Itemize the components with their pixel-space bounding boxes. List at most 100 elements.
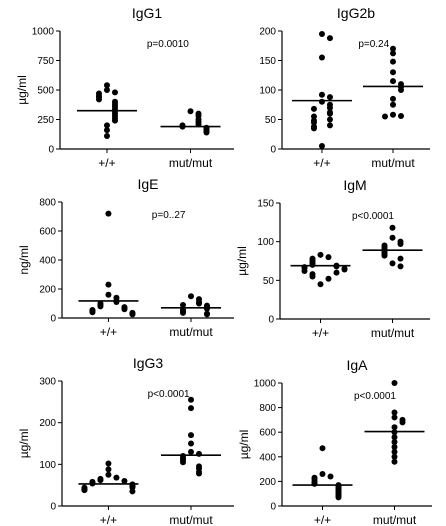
data-point (309, 273, 316, 280)
x-tick-label: +/+ (314, 513, 331, 526)
panel-igg1: 0 250 500 750 1000 IgG1 µg/ml p=0.0010 +/+ mut/mu… (15, 5, 234, 170)
p-value-annotation: p<0.0001 (352, 211, 394, 222)
panel-igg3: 0 100 200 300 IgG3 µg/ml p<0.0001 +/+ mut/mut (17, 355, 234, 526)
data-point (335, 494, 342, 501)
data-point (105, 291, 112, 298)
data-point (129, 488, 136, 495)
y-tick-label: 150 (259, 56, 276, 67)
data-point (111, 117, 118, 124)
y-tick-label: 0 (268, 315, 274, 326)
data-point (390, 95, 396, 102)
data-point (381, 252, 388, 259)
panel-ige: 0 200 400 600 800 IgE ng/ml p=0..27 +/+ mut/mut (17, 176, 234, 339)
x-tick-label: +/+ (100, 513, 117, 526)
data-point (318, 54, 325, 61)
panel-igg2b: 0 50 100 150 200 IgG2b p=0.24 +/+ mut/mut (259, 5, 430, 170)
data-point (319, 445, 326, 452)
panel-title: IgE (137, 176, 158, 192)
data-point (341, 266, 348, 273)
data-point (318, 91, 325, 98)
x-tick-label: mut/mut (371, 326, 415, 340)
data-point (188, 432, 194, 439)
panel-title: IgG1 (132, 5, 163, 21)
data-point (188, 440, 194, 447)
data-point (326, 110, 333, 117)
x-tick-label: mut/mut (373, 513, 417, 526)
data-point (310, 119, 317, 126)
data-point (121, 306, 128, 313)
data-point (105, 471, 112, 478)
data-point (113, 474, 120, 481)
data-point (97, 477, 104, 484)
data-point (318, 143, 325, 150)
data-point (390, 58, 396, 65)
y-tick-label: 50 (263, 276, 275, 287)
data-point (103, 87, 110, 93)
y-tick-label: 400 (259, 452, 276, 463)
data-point (188, 293, 194, 300)
data-point (391, 434, 398, 441)
x-tick-label: +/+ (98, 156, 115, 170)
data-point (317, 281, 324, 288)
data-point (390, 69, 396, 76)
y-axis-label: µg/ml (237, 430, 251, 460)
y-tick-label: 1000 (254, 379, 277, 390)
data-point (390, 101, 396, 108)
y-axis-label: µg/ml (15, 75, 29, 105)
x-tick-label: +/+ (313, 156, 330, 170)
y-tick-label: 300 (39, 377, 56, 388)
data-point (188, 396, 194, 403)
y-tick-label: 750 (37, 56, 54, 67)
data-point (196, 450, 202, 457)
data-point (180, 301, 186, 308)
data-point (326, 122, 333, 129)
panel-title: IgA (346, 357, 368, 373)
data-point (187, 108, 194, 115)
y-tick-label: 0 (270, 502, 276, 513)
data-point (326, 104, 333, 111)
data-point (111, 89, 118, 96)
data-point (319, 471, 326, 478)
y-tick-label: 200 (259, 477, 276, 488)
data-point (196, 470, 202, 477)
data-point (333, 269, 340, 276)
data-point (310, 113, 317, 120)
data-point (311, 480, 318, 487)
data-point (195, 121, 202, 128)
data-point (105, 281, 112, 288)
data-point (391, 443, 398, 450)
data-point (203, 129, 210, 136)
data-point (81, 487, 88, 494)
data-point (325, 275, 332, 282)
data-point (390, 50, 396, 57)
data-point (103, 122, 110, 129)
data-point (103, 133, 110, 140)
data-point (398, 87, 404, 93)
data-point (325, 254, 332, 261)
x-tick-label: mut/mut (169, 325, 213, 339)
data-point (389, 224, 396, 231)
y-tick-label: 200 (39, 285, 56, 296)
data-point (180, 309, 186, 316)
y-tick-label: 0 (50, 502, 56, 513)
data-point (327, 473, 334, 480)
data-point (318, 30, 325, 37)
data-point (326, 35, 333, 42)
data-point (97, 303, 104, 310)
data-point (105, 210, 112, 217)
y-tick-label: 150 (257, 199, 274, 210)
data-point (188, 405, 194, 412)
data-point (391, 453, 398, 460)
y-axis-label: ng/ml (17, 245, 31, 274)
p-value-annotation: p=0.0010 (147, 39, 189, 50)
y-tick-label: 200 (259, 27, 276, 38)
y-tick-label: 100 (39, 460, 56, 471)
panel-title: IgG3 (133, 355, 164, 371)
data-point (89, 309, 96, 316)
data-point (326, 116, 333, 123)
data-point (317, 251, 324, 258)
y-tick-label: 800 (259, 403, 276, 414)
x-tick-label: mut/mut (371, 156, 415, 170)
x-tick-label: +/+ (312, 326, 329, 340)
y-tick-label: 100 (259, 86, 276, 97)
